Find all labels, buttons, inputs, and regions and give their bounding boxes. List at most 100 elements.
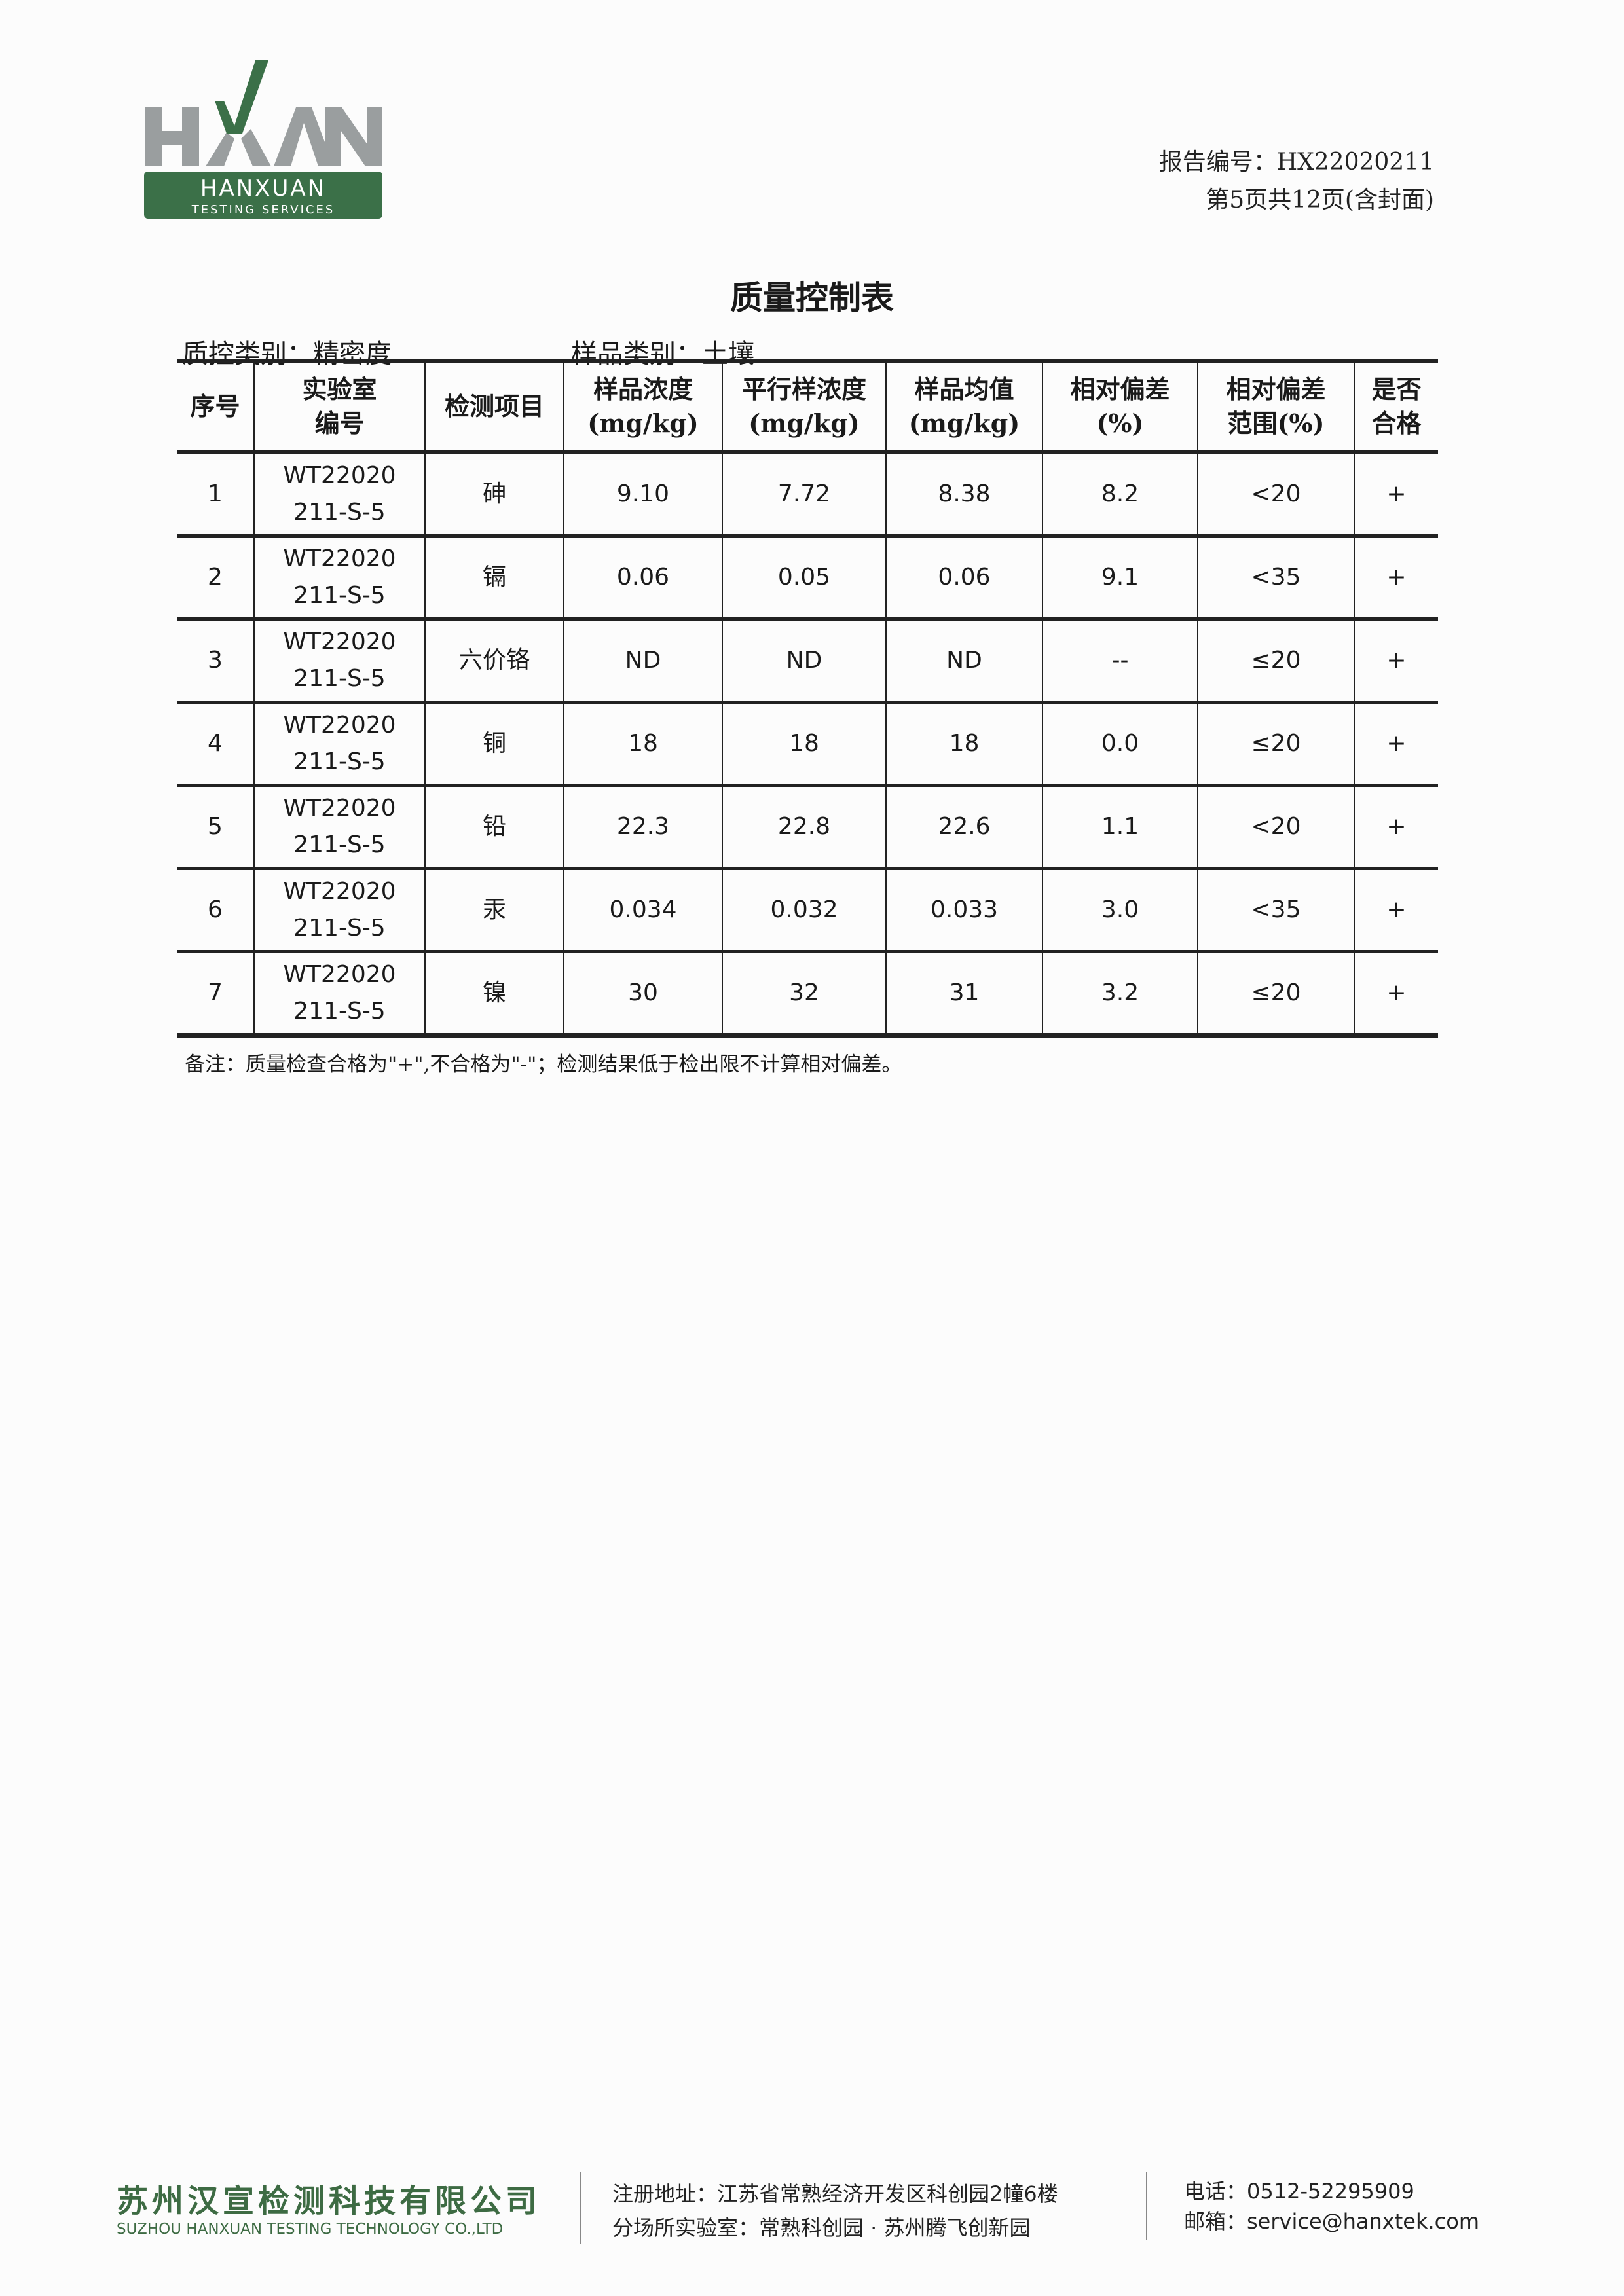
sample-concentration: ND [563,619,722,704]
footer-company-cn: 苏州汉宣检测科技有限公司 [117,2183,542,2219]
lab-id-line: 211-S-5 [293,915,386,941]
table-row: 5 WT22020 211-S-5 铅 22.3 22.8 22.6 1.1 <20 + [177,785,1438,870]
sample-mean: 18 [885,702,1043,787]
footer-company-en: SUZHOU HANXUAN TESTING TECHNOLOGY CO.,LT… [117,2221,504,2238]
lab-id-line: 211-S-5 [293,499,386,526]
test-item: 镍 [424,951,564,1038]
pass-flag: + [1354,452,1438,538]
sample-mean: 0.06 [885,536,1043,621]
footer-phone: 电话：0512-52295909 [1184,2179,1414,2204]
page-info: 第5页共12页(含封面) [1206,187,1434,213]
sample-concentration: 18 [563,702,722,787]
column-header-line: (mg/kg) [908,409,1020,438]
column-header-line: 相对偏差 [1226,374,1326,404]
sample-concentration: 9.10 [563,452,722,538]
hanxuan-logo-icon: HANXUAN TESTING SERVICES [144,60,382,219]
column-header: 样品均值 (mg/kg) [885,359,1043,454]
table-row: 4 WT22020 211-S-5 铜 18 18 18 0.0 ≤20 + [177,702,1438,787]
relative-deviation: 0.0 [1042,702,1198,787]
row-number: 2 [177,536,254,621]
footer-email: 邮箱：service@hanxtek.com [1184,2209,1480,2234]
sample-concentration: 30 [563,951,722,1038]
pass-flag: + [1354,785,1438,870]
lab-id: WT22020 211-S-5 [253,785,425,870]
column-header: 实验室 编号 [253,359,425,454]
column-header-line: (mg/kg) [748,409,860,438]
row-number: 3 [177,619,254,704]
column-header-line: 样品浓度 [593,374,693,404]
relative-deviation: 1.1 [1042,785,1198,870]
company-logo: HANXUAN TESTING SERVICES [143,60,385,221]
column-header-line: 检测项目 [444,392,544,421]
column-header-line: 实验室 [302,374,377,404]
page-title: 质量控制表 [730,278,894,317]
pass-flag: + [1354,536,1438,621]
lab-id-line: 211-S-5 [293,748,386,775]
column-header-line: 序号 [190,392,240,421]
lab-id-line: WT22020 [283,629,396,655]
relative-deviation: 3.2 [1042,951,1198,1038]
sample-mean: 0.033 [885,868,1043,953]
remark-note: 备注：质量检查合格为"+",不合格为"-"；检测结果低于检出限不计算相对偏差。 [185,1053,902,1076]
pass-flag: + [1354,702,1438,787]
lab-id-line: WT22020 [283,795,396,822]
parallel-concentration: 22.8 [722,785,886,870]
sample-concentration: 0.034 [563,868,722,953]
deviation-range: <35 [1197,536,1354,621]
lab-id: WT22020 211-S-5 [253,702,425,787]
lab-id: WT22020 211-S-5 [253,868,425,953]
relative-deviation: 9.1 [1042,536,1198,621]
column-header-line: 相对偏差 [1070,374,1170,404]
parallel-concentration: 0.05 [722,536,886,621]
sample-concentration: 0.06 [563,536,722,621]
relative-deviation: 8.2 [1042,452,1198,538]
lab-id: WT22020 211-S-5 [253,951,425,1038]
report-number: 报告编号：HX22020211 [1158,149,1434,175]
table-row: 6 WT22020 211-S-5 汞 0.034 0.032 0.033 3.0 <35 + [177,868,1438,953]
parallel-concentration: 32 [722,951,886,1038]
test-item: 汞 [424,868,564,953]
deviation-range: <35 [1197,868,1354,953]
lab-id: WT22020 211-S-5 [253,619,425,704]
lab-id-line: WT22020 [283,462,396,489]
deviation-range: ≤20 [1197,702,1354,787]
row-number: 4 [177,702,254,787]
column-header: 序号 [177,359,254,454]
relative-deviation: -- [1042,619,1198,704]
lab-id-line: 211-S-5 [293,998,386,1025]
quality-control-table: 序号 实验室 编号 检测项目 样品浓度 (mg/kg) 平行样浓度 (mg/kg) 样品均值 (m… [177,359,1438,1038]
row-number: 6 [177,868,254,953]
column-header-line: (mg/kg) [587,409,699,438]
row-number: 1 [177,452,254,538]
column-header: 样品浓度 (mg/kg) [563,359,722,454]
relative-deviation: 3.0 [1042,868,1198,953]
test-item: 砷 [424,452,564,538]
lab-id: WT22020 211-S-5 [253,452,425,538]
table-row: 1 WT22020 211-S-5 砷 9.10 7.72 8.38 8.2 <20 + [177,452,1438,538]
column-header-line: (%) [1096,409,1144,438]
parallel-concentration: 7.72 [722,452,886,538]
pass-flag: + [1354,951,1438,1038]
sample-mean: ND [885,619,1043,704]
lab-id-line: 211-S-5 [293,831,386,858]
column-header: 相对偏差 范围(%) [1197,359,1354,454]
column-header-line: 平行样浓度 [741,374,866,404]
test-item: 六价铬 [424,619,564,704]
table-row: 7 WT22020 211-S-5 镍 30 32 31 3.2 ≤20 + [177,951,1438,1038]
lab-id-line: 211-S-5 [293,582,386,609]
table-header-row: 序号 实验室 编号 检测项目 样品浓度 (mg/kg) 平行样浓度 (mg/kg) 样品均值 (m… [177,359,1438,454]
row-number: 7 [177,951,254,1038]
deviation-range: ≤20 [1197,951,1354,1038]
sample-concentration: 22.3 [563,785,722,870]
table-row: 3 WT22020 211-S-5 六价铬 ND ND ND -- ≤20 + [177,619,1438,704]
footer-address: 注册地址：江苏省常熟经济开发区科创园2幢6楼 [612,2181,1058,2206]
parallel-concentration: 0.032 [722,868,886,953]
deviation-range: ≤20 [1197,619,1354,704]
lab-id-line: WT22020 [283,712,396,738]
footer-divider [1146,2172,1147,2240]
footer-divider [580,2172,581,2244]
test-item: 铅 [424,785,564,870]
column-header-line: 合格 [1371,409,1422,438]
pass-flag: + [1354,868,1438,953]
parallel-concentration: ND [722,619,886,704]
